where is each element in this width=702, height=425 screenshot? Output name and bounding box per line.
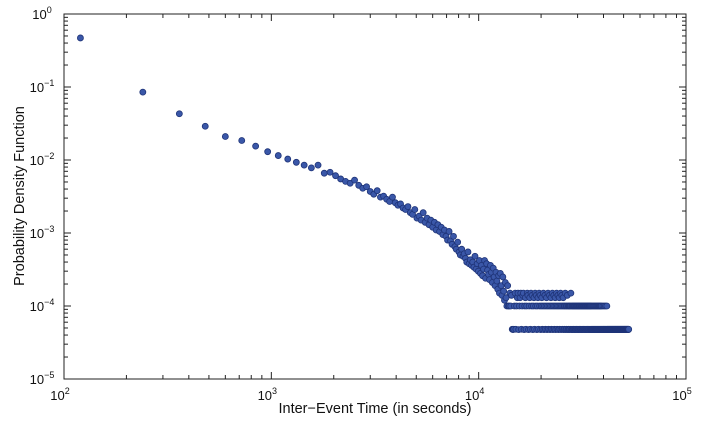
data-point <box>411 206 419 213</box>
data-point <box>419 209 427 217</box>
data-point <box>332 172 339 180</box>
tick-labels: 102 103 104 105 100 10−1 10−2 10−3 10−4 10−5 <box>30 5 692 403</box>
data-point <box>139 88 147 96</box>
data-point <box>464 248 472 256</box>
data-point <box>284 155 292 163</box>
x-axis-label: Inter−Event Time (in seconds) <box>278 401 471 417</box>
data-point <box>314 161 322 169</box>
plot-area <box>63 13 687 380</box>
y-tick-label: 10−4 <box>30 297 55 314</box>
data-point <box>221 133 229 140</box>
x-tick-label: 102 <box>50 386 69 403</box>
data-point <box>307 164 315 172</box>
y-tick-label: 10−1 <box>30 78 55 95</box>
data-point <box>504 282 512 290</box>
data-point <box>264 148 272 156</box>
y-axis-label: Probability Density Function <box>12 106 28 286</box>
data-point <box>389 193 396 201</box>
data-points <box>77 34 633 334</box>
y-tick-label: 10−5 <box>30 370 55 387</box>
data-point <box>471 252 479 260</box>
data-point <box>175 110 183 118</box>
axis-ticks <box>63 13 687 380</box>
data-point <box>499 273 507 281</box>
data-point <box>274 152 282 159</box>
data-point <box>625 325 633 333</box>
data-point <box>373 187 381 195</box>
data-point <box>300 161 308 169</box>
data-point <box>404 203 412 210</box>
data-point <box>363 183 370 191</box>
data-point <box>252 142 260 150</box>
data-point <box>450 232 457 240</box>
data-point <box>238 137 246 144</box>
data-point <box>445 228 453 235</box>
x-tick-label: 105 <box>672 386 691 403</box>
data-point <box>320 169 328 177</box>
x-tick-label: 104 <box>465 386 484 403</box>
data-point <box>603 302 611 310</box>
data-point <box>201 122 209 130</box>
data-point <box>567 289 575 297</box>
data-point <box>454 238 462 246</box>
data-point <box>500 287 508 295</box>
y-tick-label: 10−3 <box>30 224 55 241</box>
data-point <box>351 176 358 184</box>
y-tick-label: 10−2 <box>30 151 55 168</box>
data-point <box>77 34 84 42</box>
data-point <box>326 168 334 176</box>
plot-frame <box>63 13 687 380</box>
y-tick-label: 100 <box>32 5 51 22</box>
data-point <box>292 158 300 166</box>
x-tick-label: 103 <box>258 386 277 403</box>
